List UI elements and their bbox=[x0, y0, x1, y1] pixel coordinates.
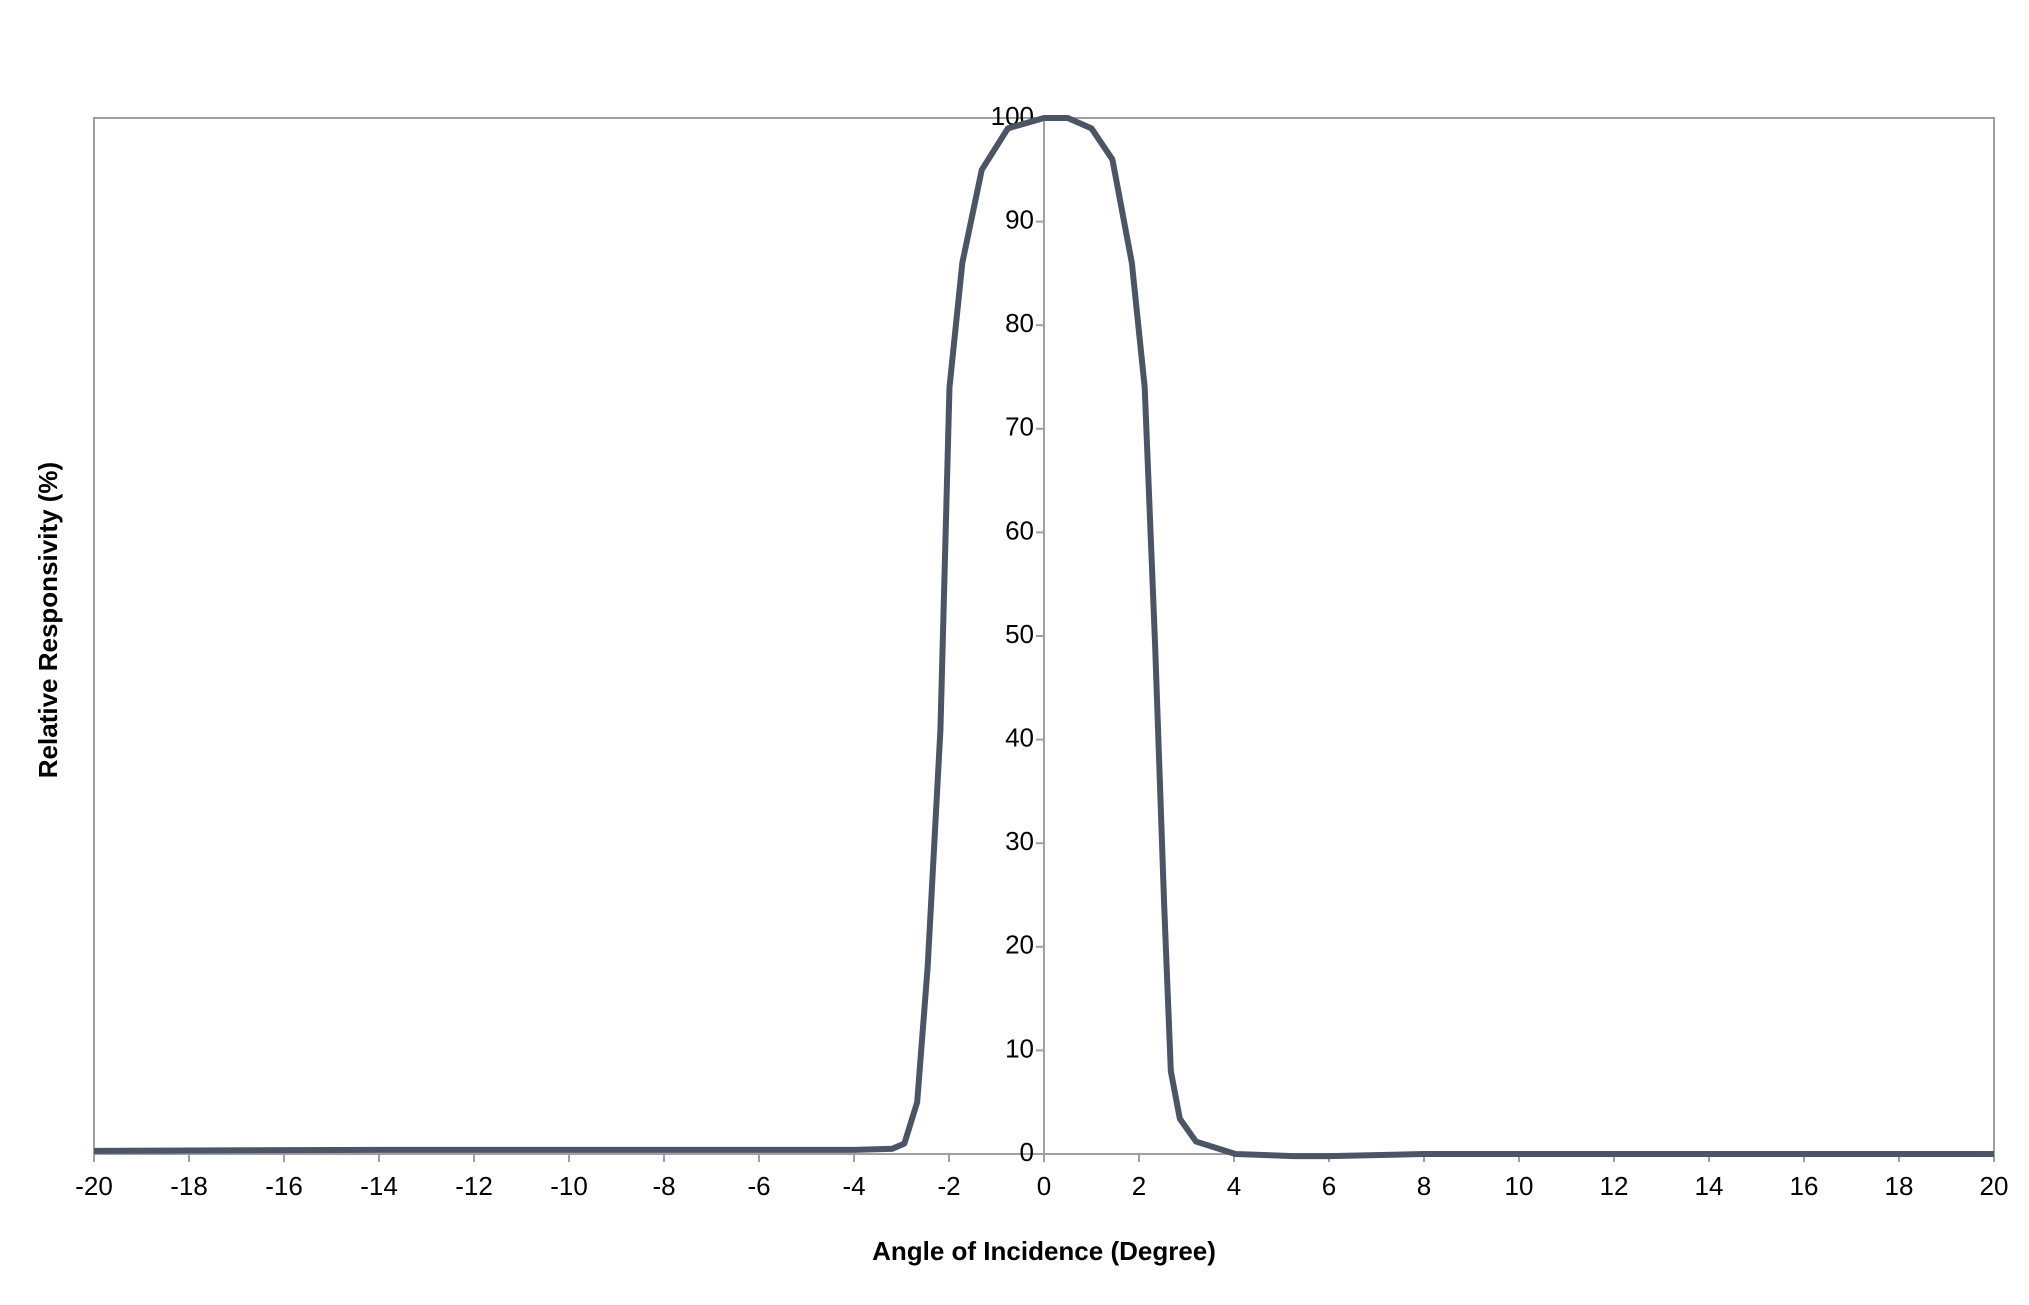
x-tick-label: -4 bbox=[842, 1171, 865, 1201]
x-tick-label: -18 bbox=[170, 1171, 208, 1201]
y-tick-label: 70 bbox=[1005, 412, 1034, 442]
x-tick-label: 8 bbox=[1417, 1171, 1431, 1201]
y-tick-label: 60 bbox=[1005, 515, 1034, 545]
y-tick-label: 10 bbox=[1005, 1033, 1034, 1063]
x-tick-label: -12 bbox=[455, 1171, 493, 1201]
y-tick-label: 90 bbox=[1005, 204, 1034, 234]
y-tick-label: 20 bbox=[1005, 930, 1034, 960]
x-tick-label: 0 bbox=[1037, 1171, 1051, 1201]
x-tick-label: -2 bbox=[937, 1171, 960, 1201]
x-tick-label: 12 bbox=[1600, 1171, 1629, 1201]
x-tick-label: -20 bbox=[75, 1171, 113, 1201]
x-tick-label: 16 bbox=[1790, 1171, 1819, 1201]
x-tick-label: 2 bbox=[1132, 1171, 1146, 1201]
y-tick-label: 30 bbox=[1005, 826, 1034, 856]
x-tick-label: 4 bbox=[1227, 1171, 1241, 1201]
x-tick-label: -14 bbox=[360, 1171, 398, 1201]
data-line bbox=[93, 115, 1994, 1160]
x-tick-label: -6 bbox=[747, 1171, 770, 1201]
y-axis-label: Relative Responsivity (%) bbox=[33, 462, 63, 778]
x-tick-label: -16 bbox=[265, 1171, 303, 1201]
x-tick-label: 20 bbox=[1980, 1171, 2009, 1201]
y-tick-label: 80 bbox=[1005, 308, 1034, 338]
x-tick-label: -8 bbox=[652, 1171, 675, 1201]
y-tick-label: 40 bbox=[1005, 722, 1034, 752]
x-tick-label: -10 bbox=[550, 1171, 588, 1201]
x-tick-label: 14 bbox=[1695, 1171, 1724, 1201]
x-tick-label: 10 bbox=[1505, 1171, 1534, 1201]
y-tick-label: 0 bbox=[1020, 1137, 1034, 1167]
x-axis-label: Angle of Incidence (Degree) bbox=[872, 1236, 1216, 1266]
y-tick-label: 50 bbox=[1005, 619, 1034, 649]
x-tick-label: 6 bbox=[1322, 1171, 1336, 1201]
x-tick-label: 18 bbox=[1885, 1171, 1914, 1201]
